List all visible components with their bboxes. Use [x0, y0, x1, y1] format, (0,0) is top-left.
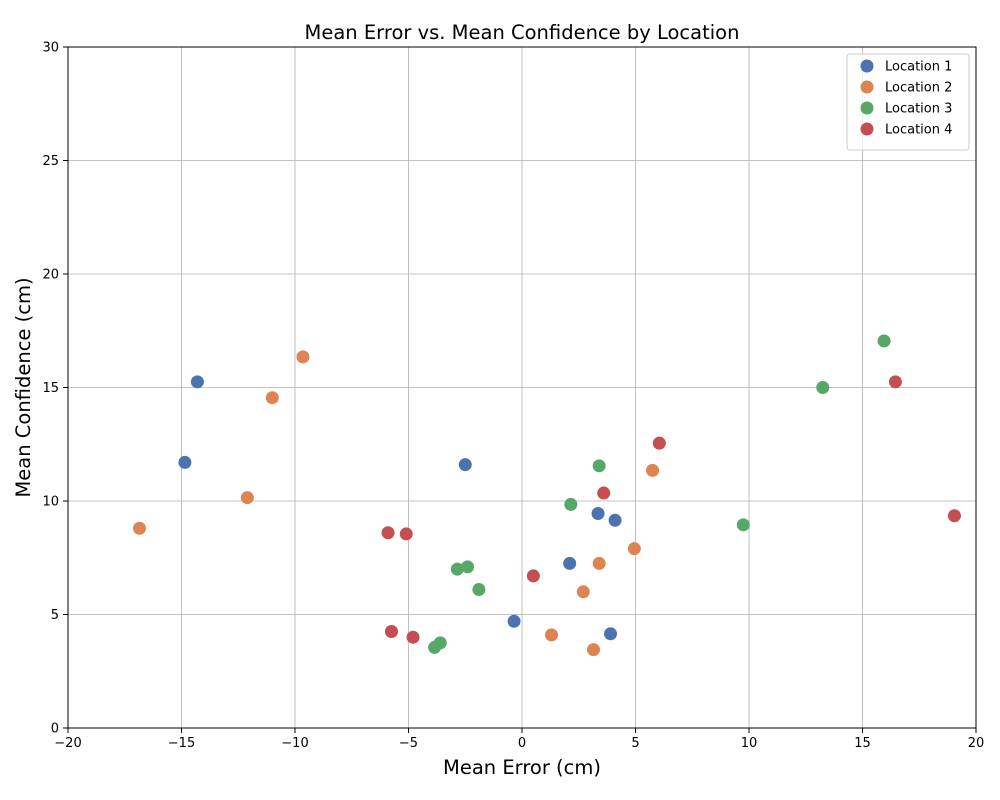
- data-points: [133, 334, 961, 657]
- scatter-point: [646, 463, 660, 477]
- scatter-point: [458, 458, 472, 472]
- x-tick-label: −5: [399, 736, 418, 751]
- legend-box: [846, 53, 970, 151]
- scatter-point: [576, 585, 590, 599]
- scatter-point: [450, 562, 464, 576]
- scatter-point: [608, 513, 622, 527]
- scatter-point: [604, 627, 618, 641]
- scatter-point: [399, 527, 413, 541]
- legend-marker: [860, 101, 874, 115]
- series-location-3: [428, 334, 891, 654]
- scatter-point: [461, 560, 475, 574]
- x-tick-label: 20: [968, 736, 985, 751]
- x-axis-label: Mean Error (cm): [443, 756, 601, 779]
- scatter-point: [240, 491, 254, 505]
- scatter-point: [564, 497, 578, 511]
- x-tick-label: −10: [281, 736, 308, 751]
- scatter-point: [178, 455, 192, 469]
- y-tick-label: 25: [42, 154, 59, 169]
- y-tick-label: 0: [51, 722, 59, 737]
- scatter-point: [381, 526, 395, 540]
- scatter-point: [592, 459, 606, 473]
- scatter-point: [627, 542, 641, 556]
- scatter-point: [472, 583, 486, 597]
- scatter-point: [406, 630, 420, 644]
- scatter-point: [877, 334, 891, 348]
- y-tick-label: 10: [42, 495, 59, 510]
- y-axis-label: Mean Confidence (cm): [12, 277, 35, 497]
- scatter-point: [736, 518, 750, 532]
- y-tick-label: 5: [51, 608, 59, 623]
- x-tick-label: 5: [631, 736, 639, 751]
- scatter-point: [816, 381, 830, 394]
- x-tick-label: 10: [741, 736, 758, 751]
- y-tick-label: 15: [42, 381, 59, 396]
- x-tick-label: −20: [54, 736, 81, 751]
- scatter-point: [384, 625, 398, 639]
- x-tick-label: 15: [854, 736, 871, 751]
- scatter-point: [652, 436, 666, 450]
- legend-label: Location 4: [885, 123, 952, 138]
- series-location-2: [133, 350, 660, 657]
- scatter-point: [526, 569, 540, 583]
- x-tick-label: 0: [518, 736, 526, 751]
- scatter-point: [190, 375, 204, 389]
- legend-label: Location 2: [885, 81, 952, 96]
- scatter-point: [507, 614, 521, 628]
- legend-label: Location 3: [885, 102, 952, 117]
- scatter-point: [888, 375, 902, 389]
- scatter-point: [947, 509, 961, 523]
- y-tick-label: 30: [42, 41, 59, 56]
- scatter-point: [563, 556, 577, 570]
- series-location-4: [381, 375, 961, 644]
- y-axis-ticks: 0 5 10 15 20 25 30: [42, 41, 68, 737]
- x-axis-ticks: −20 −15 −10 −5 0 5 10 15 20: [54, 728, 984, 751]
- scatter-point: [545, 628, 559, 642]
- legend-marker: [860, 122, 874, 136]
- legend-marker: [860, 59, 874, 73]
- scatter-point: [265, 391, 279, 405]
- x-tick-label: −15: [168, 736, 195, 751]
- scatter-point: [428, 640, 442, 654]
- scatter-point: [296, 350, 310, 364]
- scatter-point: [592, 556, 606, 570]
- scatter-point: [591, 506, 605, 520]
- chart-title: Mean Error vs. Mean Confidence by Locati…: [305, 21, 740, 44]
- legend: Location 1 Location 2 Location 3 Location 4: [846, 53, 970, 151]
- legend-label: Location 1: [885, 60, 952, 75]
- scatter-point: [597, 486, 611, 500]
- series-location-1: [178, 375, 622, 641]
- scatter-point: [587, 643, 601, 657]
- y-tick-label: 20: [42, 268, 59, 283]
- scatter-point: [133, 521, 147, 535]
- legend-marker: [860, 80, 874, 94]
